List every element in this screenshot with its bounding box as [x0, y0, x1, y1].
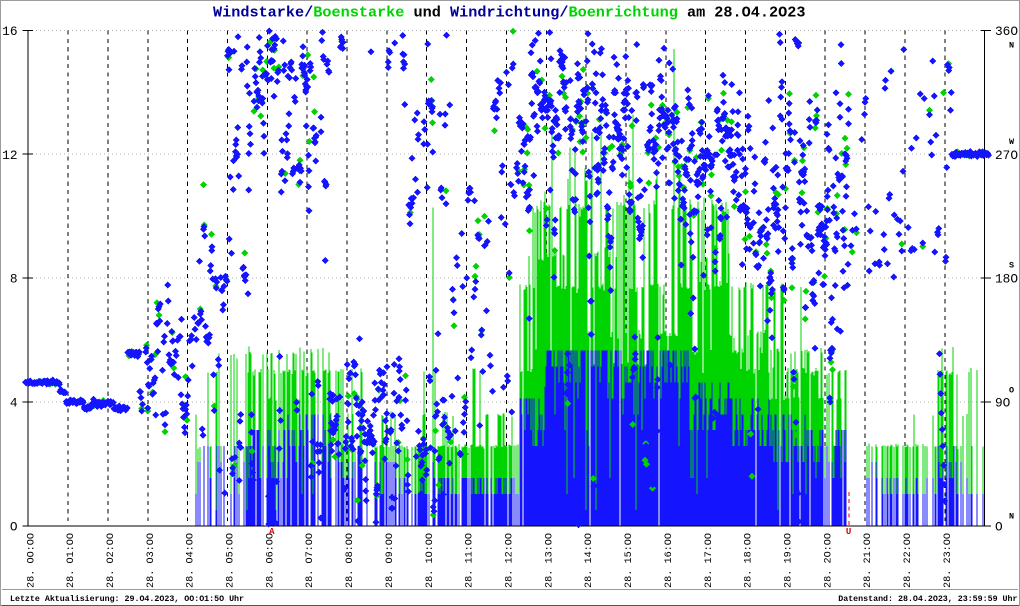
svg-text:28. 11:OO: 28. 11:OO — [465, 533, 476, 588]
svg-text:Letzte Aktualisierung: 29.O4.2: Letzte Aktualisierung: 29.O4.2O23, OO:O1… — [10, 594, 244, 604]
svg-text:Windstarke/Boenstarke und Wind: Windstarke/Boenstarke und Windrichtung/B… — [213, 4, 805, 22]
svg-text:O: O — [995, 519, 1003, 534]
svg-text:28. 16:OO: 28. 16:OO — [664, 533, 675, 588]
svg-text:28. 23:OO: 28. 23:OO — [943, 533, 954, 588]
svg-text:28. 1O:OO: 28. 1O:OO — [425, 533, 436, 588]
svg-text:28. 13:OO: 28. 13:OO — [544, 533, 555, 588]
svg-text:N: N — [1009, 512, 1014, 522]
svg-text:36O: 36O — [995, 24, 1018, 39]
svg-text:28. O1:OO: 28. O1:OO — [66, 533, 77, 588]
svg-text:4: 4 — [10, 396, 18, 411]
svg-text:28. O5:OO: 28. O5:OO — [226, 533, 237, 588]
svg-text:28. 19:OO: 28. 19:OO — [784, 533, 795, 588]
svg-text:16: 16 — [2, 24, 17, 39]
svg-text:W: W — [1009, 137, 1015, 147]
svg-text:O: O — [10, 519, 18, 534]
svg-text:28. 12:OO: 28. 12:OO — [505, 533, 516, 588]
svg-text:28. O8:OO: 28. O8:OO — [345, 533, 356, 588]
svg-text:S: S — [1009, 261, 1014, 271]
svg-text:28. O4:OO: 28. O4:OO — [186, 533, 197, 588]
svg-text:28. 15:OO: 28. 15:OO — [624, 533, 635, 588]
svg-text:28. 2O:OO: 28. 2O:OO — [823, 533, 834, 588]
svg-text:28. 14:OO: 28. 14:OO — [584, 533, 595, 588]
svg-text:28. 18:OO: 28. 18:OO — [744, 533, 755, 588]
svg-text:28. OO:OO: 28. OO:OO — [26, 533, 37, 588]
svg-text:Datenstand: 28.O4.2O23, 23:59:: Datenstand: 28.O4.2O23, 23:59:59 Uhr — [838, 594, 1017, 604]
svg-text:U: U — [846, 527, 851, 537]
svg-text:12: 12 — [2, 148, 17, 163]
svg-text:A: A — [269, 527, 275, 537]
svg-text:28. 21:OO: 28. 21:OO — [863, 533, 874, 588]
svg-text:9O: 9O — [995, 396, 1011, 411]
svg-text:28. 17:OO: 28. 17:OO — [704, 533, 715, 588]
svg-text:28. O7:OO: 28. O7:OO — [305, 533, 316, 588]
svg-text:18O: 18O — [995, 272, 1018, 287]
svg-text:O: O — [1009, 385, 1014, 395]
svg-text:27O: 27O — [995, 148, 1018, 163]
svg-text:28. O3:OO: 28. O3:OO — [146, 533, 157, 588]
svg-text:28. O6:OO: 28. O6:OO — [265, 533, 276, 588]
svg-text:N: N — [1009, 41, 1014, 51]
svg-text:28. 22:OO: 28. 22:OO — [903, 533, 914, 588]
svg-text:8: 8 — [10, 272, 18, 287]
svg-text:28. O9:OO: 28. O9:OO — [385, 533, 396, 588]
svg-text:28. O2:OO: 28. O2:OO — [106, 533, 117, 588]
